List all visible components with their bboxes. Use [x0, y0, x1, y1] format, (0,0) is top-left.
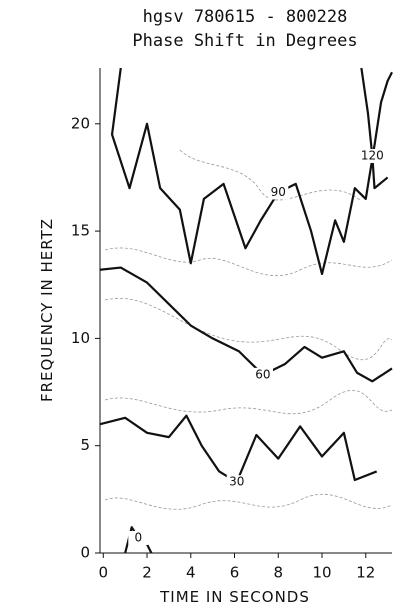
x-tick-label: 6 [230, 564, 240, 582]
x-tick-label: 4 [186, 564, 196, 582]
x-tick-label: 12 [356, 564, 375, 582]
y-tick-label: 15 [71, 222, 90, 240]
x-axis-label: TIME IN SECONDS [159, 588, 310, 606]
chart-title: hgsv 780615 - 800228 [143, 7, 348, 27]
y-tick-label: 5 [80, 436, 90, 454]
x-tick-label: 10 [312, 564, 331, 582]
y-axis-label: FREQUENCY IN HERTZ [38, 218, 56, 402]
contour-label: 60 [255, 367, 270, 381]
faint-contour [104, 247, 393, 276]
x-tick-label: 2 [142, 564, 152, 582]
contour-label: 0 [134, 530, 142, 544]
contour-label-bg [268, 185, 289, 200]
faint-contour [104, 494, 393, 510]
contour-line [99, 414, 378, 484]
chart-subtitle: Phase Shift in Degrees [132, 31, 357, 51]
contour-line [99, 266, 393, 383]
contour-label: 90 [271, 185, 286, 199]
faint-contour [104, 389, 393, 415]
contour-label-bg [226, 475, 247, 490]
contour-label-bg [252, 367, 273, 382]
y-tick-label: 10 [71, 329, 90, 347]
x-tick-label: 0 [99, 564, 109, 582]
y-tick-label: 0 [80, 544, 90, 562]
contour-label-bg [128, 530, 149, 545]
contour-line [360, 67, 389, 190]
faint-contour [104, 298, 393, 360]
background-contours [104, 149, 393, 510]
contour-label-bg [362, 148, 383, 163]
x-tick-label: 8 [273, 564, 283, 582]
contour-line [110, 67, 393, 276]
contour-label: 120 [361, 148, 384, 162]
contour-label: 30 [229, 475, 244, 489]
faint-contour [179, 149, 361, 201]
y-tick-label: 20 [71, 114, 90, 132]
